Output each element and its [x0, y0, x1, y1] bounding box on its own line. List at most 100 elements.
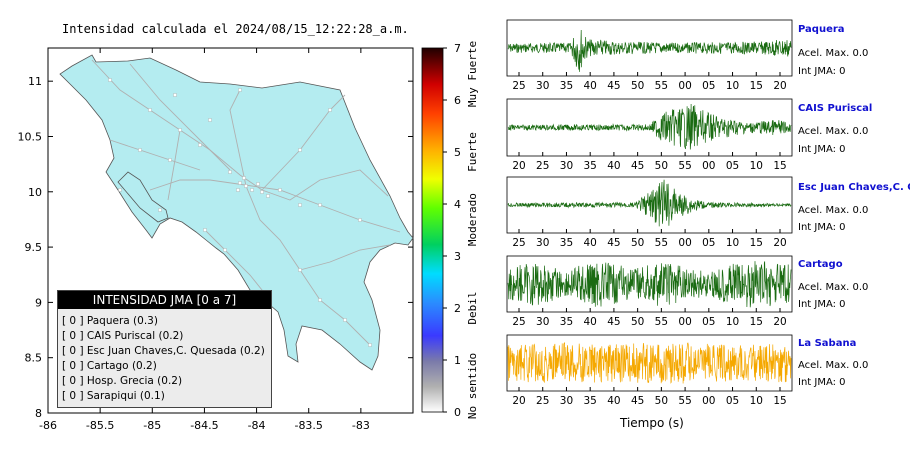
- waveform-tick-label: 50: [631, 237, 644, 249]
- city-dot: [368, 343, 372, 347]
- city-dot: [256, 182, 260, 186]
- waveform-tick-label: 55: [678, 160, 691, 172]
- waveform-tick-label: 40: [583, 316, 596, 328]
- colorbar-tick-label: 3: [454, 250, 461, 263]
- waveform-tick-label: 10: [750, 160, 763, 172]
- map-x-tick-label: -84.5: [190, 419, 218, 432]
- map-y-tick-label: 8.5: [25, 352, 43, 365]
- station-max-accel: Acel. Max. 0.0: [798, 205, 869, 216]
- waveform-tick-label: 55: [655, 316, 668, 328]
- waveform-tick-label: 25: [536, 160, 549, 172]
- colorbar-labels: No sentido Debil Moderado Fuerte Muy Fuerte: [466, 41, 479, 419]
- city-dot: [343, 318, 347, 322]
- colorbar-tick-label: 4: [454, 198, 461, 211]
- colorbar-tick-label: 0: [454, 406, 461, 419]
- waveform-tick-label: 50: [655, 160, 668, 172]
- station-max-accel: Acel. Max. 0.0: [798, 282, 869, 293]
- waveform-tick-label: 35: [560, 80, 573, 92]
- waveform-tick-label: 20: [773, 237, 786, 249]
- city-dot: [158, 208, 162, 212]
- costa-rica-land: [59, 54, 414, 371]
- waveform-tick-label: 20: [773, 316, 786, 328]
- waveform-tick-label: 35: [560, 237, 573, 249]
- waveform-tick-label: 55: [655, 237, 668, 249]
- city-dot: [138, 148, 142, 152]
- colorbar-tick-label: 5: [454, 146, 461, 159]
- waveform-tick-label: 50: [631, 316, 644, 328]
- waveform-trace: [507, 103, 792, 150]
- waveform-tick-label: 45: [631, 160, 644, 172]
- legend-row: [ 0 ] Sarapiqui (0.1): [62, 390, 165, 402]
- waveform-tick-label: 25: [536, 395, 549, 407]
- map-x-tick-label: -84: [248, 419, 266, 432]
- legend-row: [ 0 ] CAIS Puriscal (0.2): [62, 330, 184, 342]
- waveform-tick-label: 45: [607, 80, 620, 92]
- waveform-tick-label: 40: [583, 80, 596, 92]
- colorbar-tick-label: 1: [454, 354, 461, 367]
- city-dot: [108, 78, 112, 82]
- waveform-tick-label: 20: [512, 395, 525, 407]
- city-dot: [358, 218, 362, 222]
- waveform-tick-label: 10: [750, 395, 763, 407]
- city-dot: [298, 268, 302, 272]
- station-max-accel: Acel. Max. 0.0: [798, 360, 869, 371]
- waveform-tick-label: 00: [678, 80, 691, 92]
- city-dot: [242, 176, 246, 180]
- waveform-tick-label: 25: [512, 80, 525, 92]
- city-dot: [118, 188, 122, 192]
- waveform-tick-label: 15: [773, 160, 786, 172]
- waveform-tick-label: 15: [773, 395, 786, 407]
- waveform-tick-label: 05: [726, 160, 739, 172]
- map-y-tick-label: 9.5: [25, 241, 43, 254]
- city-dot: [223, 248, 227, 252]
- city-dot: [238, 88, 242, 92]
- waveform-tick-label: 35: [583, 160, 596, 172]
- colorbar-category-label: No sentido: [466, 353, 479, 419]
- city-dot: [228, 170, 232, 174]
- station-name: La Sabana: [798, 338, 857, 349]
- waveform-tick-label: 30: [560, 160, 573, 172]
- station-name: Cartago: [798, 259, 843, 270]
- city-dot: [318, 203, 322, 207]
- map-y-tick-label: 10: [28, 186, 42, 199]
- waveform-tick-label: 10: [726, 80, 739, 92]
- city-dots: [108, 78, 372, 347]
- waveform-tick-label: 00: [702, 395, 715, 407]
- city-dot: [236, 188, 240, 192]
- waveform-tick-label: 15: [750, 237, 763, 249]
- colorbar-category-label: Debil: [466, 291, 479, 324]
- city-dot: [173, 93, 177, 97]
- station-jma-intensity: Int JMA: 0: [798, 377, 846, 388]
- map-x-tick-label: -85.5: [86, 419, 114, 432]
- city-dot: [278, 188, 282, 192]
- city-dot: [328, 108, 332, 112]
- waveform-tick-label: 35: [583, 395, 596, 407]
- map-x-tick-label: -83.5: [294, 419, 322, 432]
- waveform-tick-label: 25: [512, 237, 525, 249]
- map-frame: [47, 47, 414, 414]
- map-y-tick-label: 11: [28, 75, 42, 88]
- waveform-tick-label: 00: [678, 316, 691, 328]
- legend-title: INTENSIDAD JMA [0 a 7]: [58, 291, 271, 309]
- waveform-tick-label: 00: [702, 160, 715, 172]
- waveform-trace: [507, 179, 792, 227]
- map-x-tick-label: -86: [39, 419, 57, 432]
- map-x-tick-label: -83: [352, 419, 370, 432]
- colorbar-category-label: Moderado: [466, 193, 479, 246]
- colorbar-ticks: 0 1 2 3 4 5 6 7: [443, 42, 461, 419]
- colorbar-category-label: Muy Fuerte: [466, 41, 479, 107]
- waveform-tick-label: 55: [678, 395, 691, 407]
- map-y-axis: 11 10.5 10 9.5 9 8.5 8: [18, 75, 413, 420]
- waveform-tick-label: 50: [655, 395, 668, 407]
- city-dot: [244, 184, 248, 188]
- map-y-tick-label: 9: [35, 296, 42, 309]
- waveform-tick-label: 05: [702, 80, 715, 92]
- waveform-tick-label: 15: [750, 316, 763, 328]
- waveform-tick-label: 05: [702, 237, 715, 249]
- waveform-tick-label: 30: [536, 316, 549, 328]
- waveform-trace: [507, 261, 792, 308]
- map-title: Intensidad calculada el 2024/08/15_12:22…: [62, 22, 409, 36]
- waveform-trace: [507, 342, 792, 384]
- waveform-tick-label: 40: [607, 160, 620, 172]
- map-y-tick-label: 10.5: [18, 130, 43, 143]
